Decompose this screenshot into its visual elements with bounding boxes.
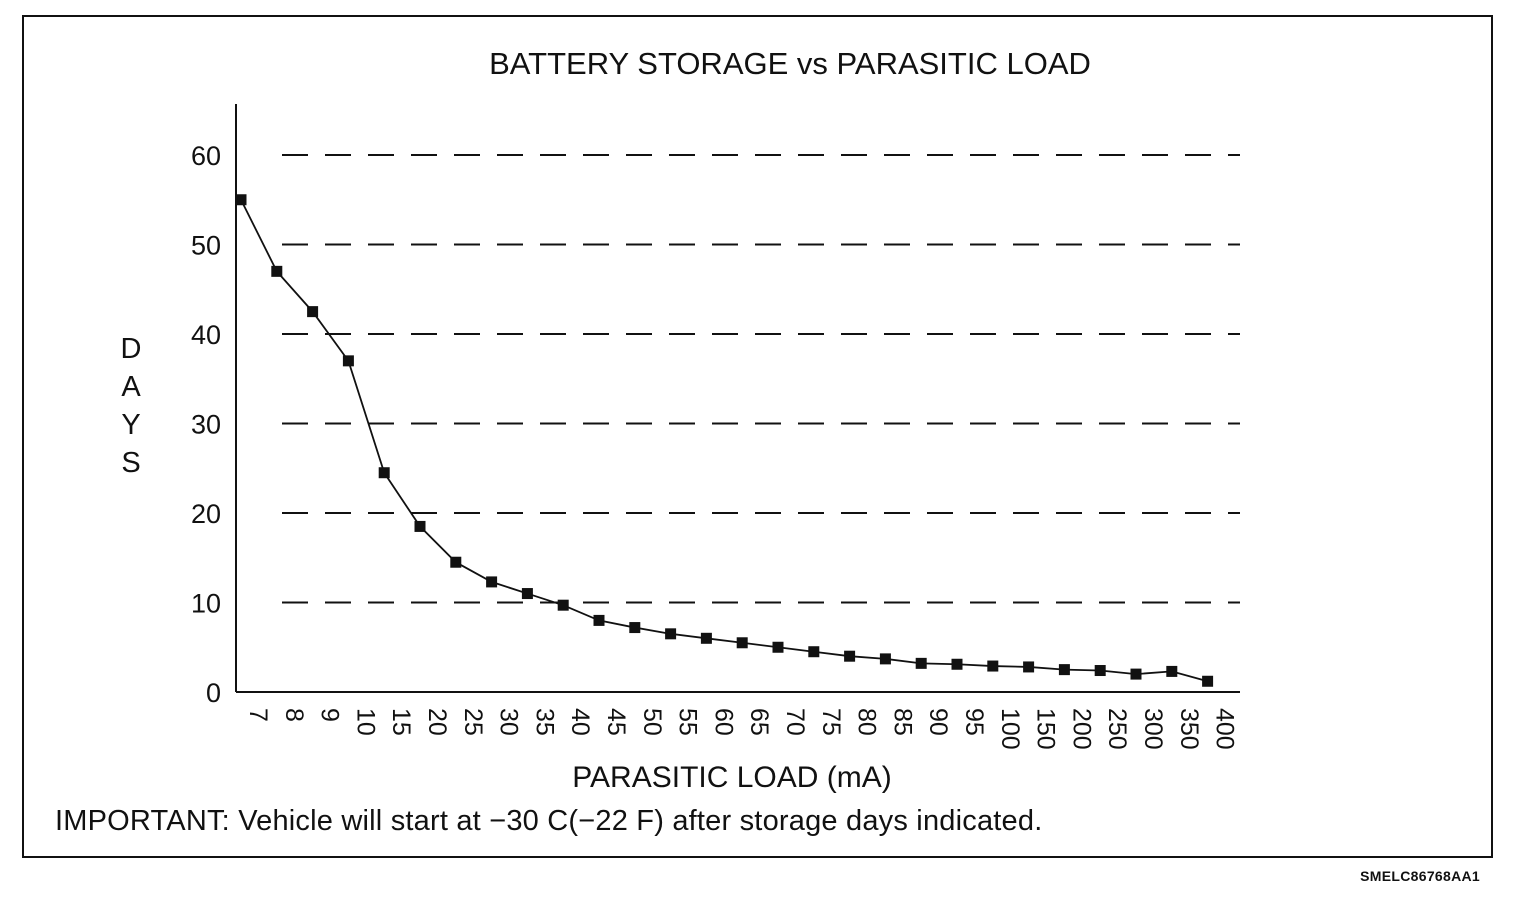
y-tick-label: 20 — [191, 499, 221, 529]
data-point — [951, 658, 963, 670]
figure-id: SMELC86768AA1 — [1360, 868, 1480, 884]
x-tick-label: 7 — [244, 708, 272, 722]
x-tick-label: 100 — [996, 708, 1024, 750]
y-axis-label-letter: S — [121, 447, 140, 479]
data-point — [1130, 668, 1142, 680]
x-tick-labels: 7 8 9 10 15 20 25 30 35 40 45 50 55 60 65 70 75 80 85 90 95 1… — [244, 708, 1239, 750]
data-point — [808, 646, 820, 658]
data-point — [665, 628, 677, 640]
x-tick-label: 90 — [924, 708, 952, 736]
x-tick-label: 65 — [745, 708, 773, 736]
y-axis-label-letter: Y — [121, 409, 140, 441]
x-tick-label: 20 — [423, 708, 451, 736]
data-point — [235, 194, 247, 206]
y-axis-label-letter: D — [121, 333, 142, 365]
data-point — [307, 306, 319, 318]
x-tick-label: 80 — [853, 708, 881, 736]
chart-frame — [22, 15, 1493, 858]
data-point — [1202, 675, 1214, 687]
data-point — [1094, 665, 1106, 677]
data-point — [629, 622, 641, 634]
data-point — [378, 467, 390, 479]
x-tick-label: 30 — [495, 708, 523, 736]
footnote: IMPORTANT: Vehicle will start at −30 C(−… — [55, 805, 1043, 837]
x-tick-label: 300 — [1139, 708, 1167, 750]
x-tick-label: 350 — [1175, 708, 1203, 750]
x-axis-label: PARASITIC LOAD (mA) — [572, 761, 891, 794]
y-tick-label: 0 — [206, 678, 221, 708]
series-line — [240, 199, 1208, 683]
x-tick-label: 45 — [602, 708, 630, 736]
x-tick-label: 85 — [888, 708, 916, 736]
data-point — [486, 576, 498, 588]
data-point — [915, 657, 927, 669]
x-tick-label: 25 — [459, 708, 487, 736]
x-tick-label: 200 — [1067, 708, 1095, 750]
y-tick-label: 50 — [191, 231, 221, 261]
x-tick-label: 55 — [674, 708, 702, 736]
data-point — [414, 520, 426, 532]
data-point — [557, 599, 569, 611]
data-point — [1023, 661, 1035, 673]
x-tick-label: 50 — [638, 708, 666, 736]
data-point — [593, 614, 605, 626]
x-tick-label: 400 — [1211, 708, 1239, 750]
data-point — [521, 588, 533, 600]
y-tick-label: 10 — [191, 589, 221, 619]
y-tick-label: 60 — [191, 141, 221, 171]
data-point — [879, 653, 891, 665]
y-tick-label: 30 — [191, 410, 221, 440]
x-tick-label: 150 — [1032, 708, 1060, 750]
y-tick-label: 40 — [191, 320, 221, 350]
data-point — [700, 632, 712, 644]
x-tick-label: 95 — [960, 708, 988, 736]
x-tick-label: 9 — [316, 708, 344, 722]
chart-title: BATTERY STORAGE vs PARASITIC LOAD — [489, 46, 1091, 81]
x-tick-label: 15 — [387, 708, 415, 736]
data-point — [271, 265, 283, 277]
data-point — [772, 641, 784, 653]
x-tick-label: 250 — [1103, 708, 1131, 750]
x-tick-label: 70 — [781, 708, 809, 736]
x-tick-label: 10 — [351, 708, 379, 736]
x-tick-label: 75 — [817, 708, 845, 736]
data-point — [342, 355, 354, 367]
data-point — [450, 556, 462, 568]
gridlines — [282, 154, 1240, 604]
data-point — [1166, 665, 1178, 677]
y-axis-label-letter: A — [121, 371, 141, 403]
x-tick-label: 8 — [280, 708, 308, 722]
y-tick-labels: 0 10 20 30 40 50 60 — [191, 141, 221, 708]
data-point — [736, 637, 748, 649]
x-tick-label: 35 — [530, 708, 558, 736]
axes — [235, 104, 1240, 693]
data-point — [987, 660, 999, 672]
data-series — [235, 194, 1214, 687]
data-point — [844, 650, 856, 662]
data-point — [1058, 664, 1070, 676]
x-tick-label: 40 — [566, 708, 594, 736]
x-tick-label: 60 — [709, 708, 737, 736]
